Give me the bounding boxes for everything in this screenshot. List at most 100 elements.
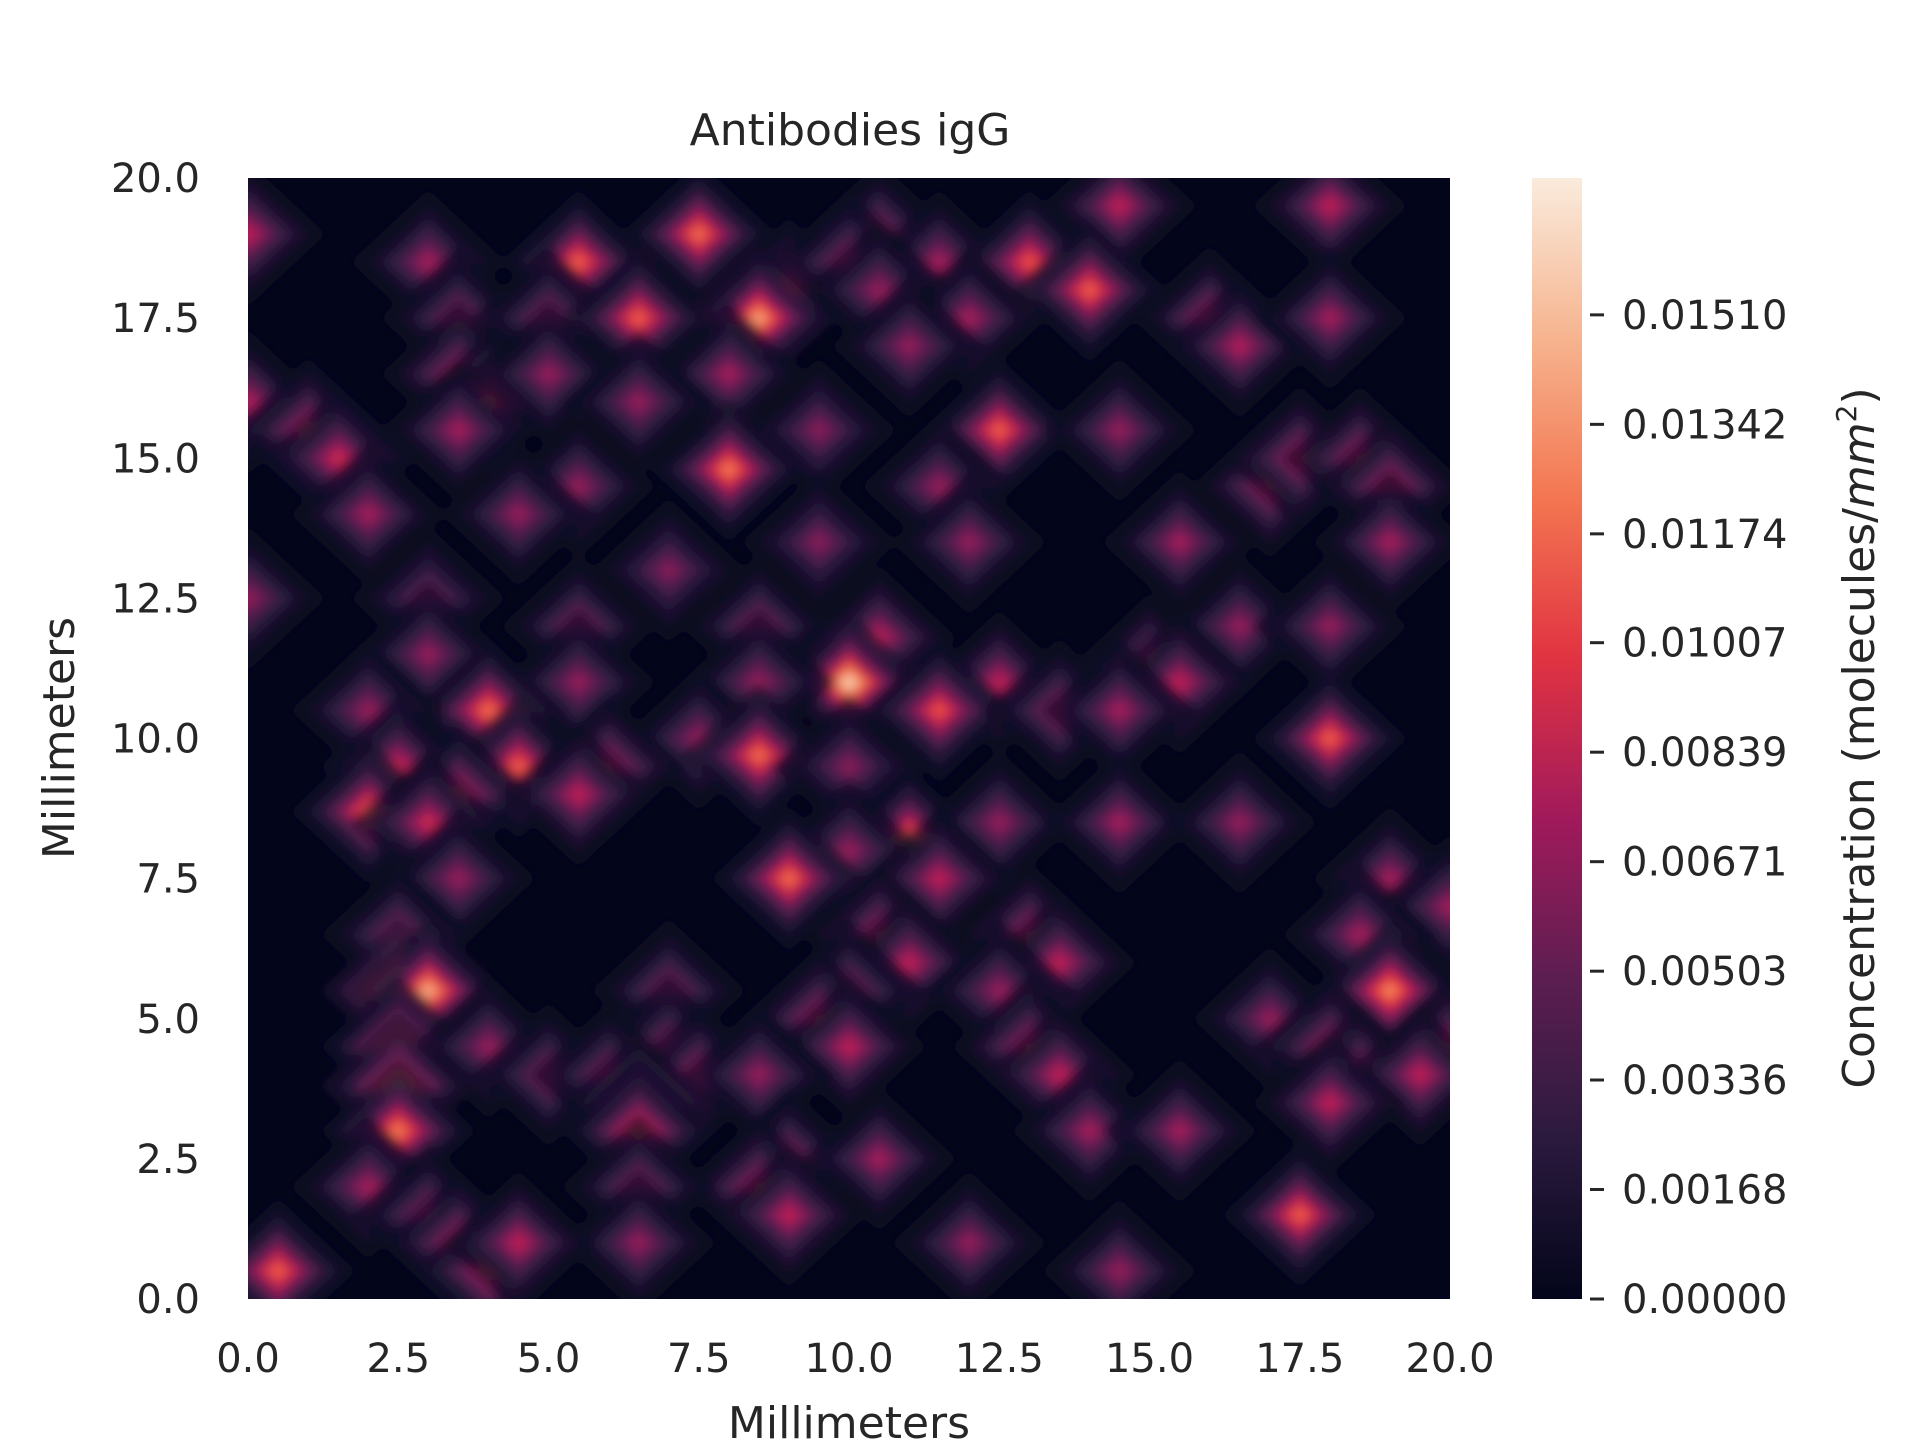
hotspot-contour [844,678,854,687]
hotspot-contour [634,1238,644,1248]
y-tick-label: 15.0 [111,436,200,482]
heatmap-hotspot [1161,749,1318,896]
x-axis-label: Millimeters [728,1398,970,1440]
heatmap-hotspot [1041,637,1198,784]
hotspot-contour [1385,986,1395,995]
y-tick-label: 7.5 [136,857,200,903]
colorbar-tick-label: 0.00000 [1622,1277,1787,1323]
hotspot-contour [273,1266,283,1276]
hotspot-contour [513,762,523,771]
colorbar-label-suffix: ) [1834,387,1885,404]
heatmap-hotspot [410,637,567,784]
y-tick-label: 17.5 [111,296,200,342]
heatmap-hotspot [560,1170,717,1299]
hotspot-contour [1265,1014,1275,1023]
chart-title: Antibodies igG [690,105,1011,156]
hotspot-contour [634,313,644,323]
x-tick-label: 17.5 [1255,1336,1344,1382]
hotspot-contour [1084,285,1094,295]
hotspot-contour [874,1154,884,1164]
hotspot-contour [814,538,824,547]
hotspot-contour [904,958,914,967]
x-axis-ticks: 0.0 2.5 5.0 7.5 10.0 12.5 15.0 17.5 20.0 [216,1336,1494,1382]
hotspot-contour [393,1126,403,1136]
hotspot-contour [1438,896,1450,918]
colorbar-tick-label: 0.01174 [1622,512,1787,558]
y-axis-ticks: 0.0 2.5 5.0 7.5 10.0 12.5 15.0 17.5 20.0 [111,156,200,1323]
hotspot-contour [248,223,260,245]
hotspot-contour [934,257,944,267]
y-tick-label: 0.0 [136,1277,200,1323]
x-tick-label: 0.0 [216,1336,280,1382]
heatmap-hotspot [260,385,417,532]
heatmap-hotspot [590,497,747,644]
hotspot-contour [248,397,253,407]
hotspot-contour [634,397,644,407]
heatmap-hotspot [1251,553,1408,700]
hotspot-contour [904,341,914,351]
heatmap-hotspot [891,1170,1048,1299]
x-tick-label: 15.0 [1105,1336,1194,1382]
heatmap-hotspot [1251,1029,1408,1176]
heatmap-hotspot [1041,749,1198,896]
hotspot-contour [994,818,1004,827]
heatmap-hotspot [440,441,597,588]
hotspot-contour [754,751,764,760]
hotspot-contour [248,594,253,603]
hotspot-contour [363,510,373,519]
hotspot-contour [574,790,584,799]
heatmap-hotspot [248,178,327,307]
hotspot-contour [574,482,584,491]
hotspot-contour [574,678,584,687]
heatmap-hotspot-layer [248,178,1450,1299]
hotspot-contour [1325,734,1335,743]
heatmap-hotspot [861,637,1018,784]
y-tick-label: 20.0 [111,156,200,202]
colorbar-ticks: 0.00000 0.00168 0.00336 0.00503 0.00671 0.008… [1590,293,1787,1323]
hotspot-contour [453,874,463,883]
heatmap-hotspot [830,273,988,420]
hotspot-contour [874,285,884,295]
hotspot-contour [1325,201,1335,211]
hotspot-contour [844,846,854,855]
y-tick-label: 5.0 [136,997,200,1043]
colorbar-tick-label: 0.00503 [1622,949,1787,995]
hotspot-contour [1235,818,1245,827]
colorbar-tick-label: 0.01007 [1622,621,1787,667]
hotspot-contour [754,313,764,323]
x-tick-label: 2.5 [366,1336,430,1382]
hotspot-contour [1325,622,1335,631]
hotspot-contour [423,818,433,827]
hotspot-contour [934,874,944,883]
heatmap-hotspot [1251,178,1408,279]
hotspot-contour [994,986,1004,995]
hotspot-contour [423,986,433,995]
heatmap-hotspot [500,721,657,868]
hotspot-contour [1175,678,1185,687]
hotspot-contour [423,650,433,659]
hotspot-contour [248,587,260,610]
hotspot-contour [1114,201,1124,211]
hotspot-contour [513,510,523,519]
heatmap-hotspot [1011,217,1168,363]
colorbar-tick-label: 0.00839 [1622,730,1787,776]
hotspot-contour [754,1070,764,1080]
heatmap-hotspot [1101,1057,1258,1204]
hotspot-contour [483,706,493,715]
hotspot-contour [1054,958,1064,967]
heatmap-hotspot [1221,1142,1378,1288]
colorbar-tick-label: 0.00168 [1622,1168,1787,1214]
heatmap-hotspot [891,469,1048,616]
hotspot-contour [724,465,734,474]
colorbar-tick-label: 0.00671 [1622,840,1787,886]
colorbar-tick-label: 0.00336 [1622,1058,1787,1104]
heatmap-hotspot [1251,245,1408,391]
heatmap-hotspot [440,1170,597,1299]
heatmap-hotspot [620,178,777,307]
hotspot-contour [333,454,343,463]
hotspot-contour [574,257,584,267]
colorbar-tick-label: 0.01510 [1622,293,1787,339]
heatmap-hotspot [248,1198,357,1299]
colorbar-label-prefix: Concentration (molecules/ [1834,508,1885,1089]
hotspot-contour [694,229,704,239]
